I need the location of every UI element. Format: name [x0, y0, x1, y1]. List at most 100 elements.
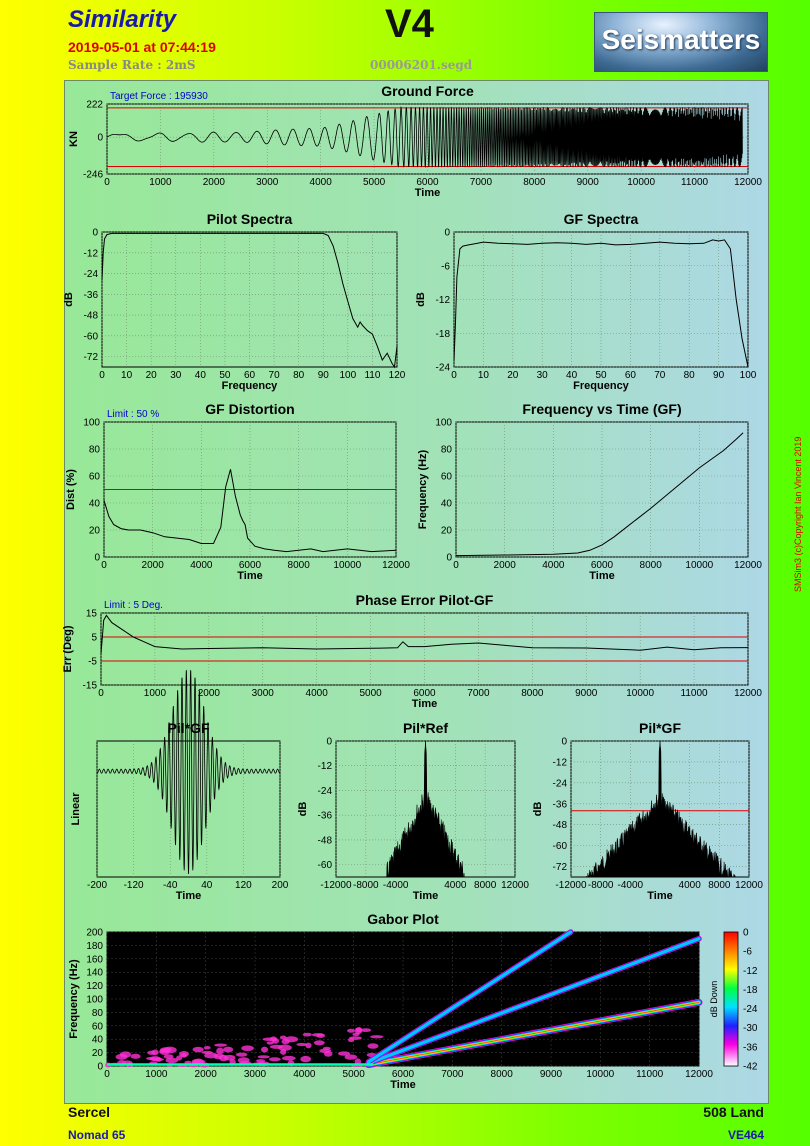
y-axis-label: dB [532, 802, 544, 817]
gabor-blob [257, 1055, 270, 1059]
chart-title: Pil*GF [639, 720, 681, 736]
pil-gf-wavelet [96, 669, 281, 875]
x-tick-label: 120 [389, 370, 406, 381]
footer-left-1: Sercel [68, 1104, 111, 1120]
x-tick-label: 8000 [521, 688, 544, 699]
chart-pil_ref: -12000 -8000 -4000 4000 8000 12000 0 -12 -24 -36 -… [297, 720, 529, 902]
y-tick-label: 40 [441, 499, 453, 510]
gabor-blob [300, 1055, 312, 1063]
y-axis-label: KN [68, 131, 80, 147]
x-tick-label: 80 [684, 370, 696, 381]
y-tick-label: -60 [318, 860, 333, 871]
gabor-blob [268, 1057, 281, 1062]
x-axis-label: Time [176, 890, 201, 902]
x-axis-label: Frequency [573, 380, 630, 392]
colorbar-tick: -42 [743, 1062, 758, 1073]
x-axis-label: Time [413, 890, 438, 902]
y-tick-label: -72 [553, 862, 568, 873]
limit-annotation: Target Force : 195930 [110, 91, 208, 102]
x-tick-label: 0 [104, 177, 110, 188]
gabor-blob [284, 1036, 299, 1043]
x-tick-label: -12000 [320, 880, 352, 891]
chart-gf_spectra: 0 10 20 30 40 50 60 70 80 90 100 0 -6 -12 -18 -24 GF Spe… [415, 211, 757, 392]
x-tick-label: 50 [595, 370, 607, 381]
x-tick-label: -4000 [618, 880, 644, 891]
y-tick-label: -24 [553, 778, 568, 789]
x-tick-label: 100 [740, 370, 757, 381]
y-tick-label: 0 [92, 228, 98, 239]
gabor-blob [176, 1055, 183, 1061]
gabor-blob [266, 1041, 274, 1045]
colorbar-tick: -18 [743, 985, 758, 996]
y-tick-label: -60 [84, 331, 99, 342]
y-tick-label: 100 [435, 418, 452, 429]
y-tick-label: 60 [92, 1021, 104, 1032]
y-tick-label: -36 [553, 799, 568, 810]
footer-right-1: 508 Land [703, 1104, 764, 1120]
y-tick-label: 80 [92, 1008, 104, 1019]
y-axis-label: Linear [70, 792, 82, 826]
x-tick-label: 2000 [195, 1069, 218, 1080]
y-tick-label: -12 [553, 757, 568, 768]
chart-ground_force: 0 1000 2000 3000 4000 5000 6000 7000 8000 9000 100… [68, 83, 762, 199]
chart-gabor: 0 1000 2000 3000 4000 5000 6000 7000 8000 9000 100… [68, 911, 758, 1091]
phase-error-trace [100, 614, 749, 654]
y-tick-label: -72 [84, 352, 99, 363]
y-tick-label: -24 [436, 363, 451, 374]
y-tick-label: -15 [83, 681, 98, 692]
harmonic-3rd [366, 930, 573, 1064]
gabor-blob [216, 1047, 224, 1055]
x-axis-label: Time [415, 187, 440, 199]
y-tick-label: -24 [318, 786, 333, 797]
y-tick-label: 20 [89, 526, 101, 537]
x-tick-label: 6000 [413, 688, 436, 699]
x-axis-label: Frequency [222, 380, 279, 392]
y-tick-label: 15 [86, 609, 98, 620]
y-tick-label: 180 [86, 941, 103, 952]
x-tick-label: 4000 [542, 560, 565, 571]
x-tick-label: 4000 [310, 177, 333, 188]
x-axis-label: Time [589, 570, 614, 582]
footer-right-2: VE464 [727, 1128, 764, 1142]
x-tick-label: 10000 [627, 177, 655, 188]
x-tick-label: 120 [235, 880, 252, 891]
x-tick-label: 12000 [382, 560, 410, 571]
y-tick-label: 80 [89, 445, 101, 456]
chart-title: Gabor Plot [367, 911, 439, 927]
gabor-blob [235, 1052, 248, 1057]
gabor-blob [338, 1051, 351, 1056]
x-tick-label: 7000 [441, 1069, 464, 1080]
x-tick-label: 40 [195, 370, 207, 381]
y-axis-label: Frequency (Hz) [68, 959, 80, 1039]
y-tick-label: 160 [86, 954, 103, 965]
freq-vs-time-trace [455, 432, 744, 557]
x-axis-label: Time [647, 890, 672, 902]
gabor-blob [313, 1040, 325, 1046]
x-tick-label: 1000 [144, 688, 167, 699]
x-tick-label: 3000 [244, 1069, 267, 1080]
x-tick-label: 5000 [343, 1069, 366, 1080]
seismatters-logo: Seismatters [594, 12, 768, 72]
ground-force-trace [106, 106, 744, 168]
x-tick-label: 4000 [190, 560, 213, 571]
y-tick-label: -12 [436, 295, 451, 306]
y-axis-label: Dist (%) [65, 469, 77, 510]
x-tick-label: 8000 [523, 177, 546, 188]
colorbar-label: dB Down [709, 981, 719, 1018]
y-tick-label: 200 [86, 928, 103, 939]
y-tick-label: 0 [561, 737, 567, 748]
x-tick-label: 8000 [640, 560, 663, 571]
y-tick-label: 20 [92, 1048, 104, 1059]
y-tick-label: 20 [441, 526, 453, 537]
x-tick-label: 7000 [470, 177, 493, 188]
x-tick-label: 12000 [685, 1069, 713, 1080]
colorbar-tick: -12 [743, 966, 758, 977]
x-tick-label: 30 [170, 370, 182, 381]
y-tick-label: 120 [86, 981, 103, 992]
gabor-blob [302, 1032, 312, 1037]
y-tick-label: 40 [92, 1035, 104, 1046]
gabor-blob [354, 1027, 363, 1035]
x-tick-label: -8000 [588, 880, 614, 891]
